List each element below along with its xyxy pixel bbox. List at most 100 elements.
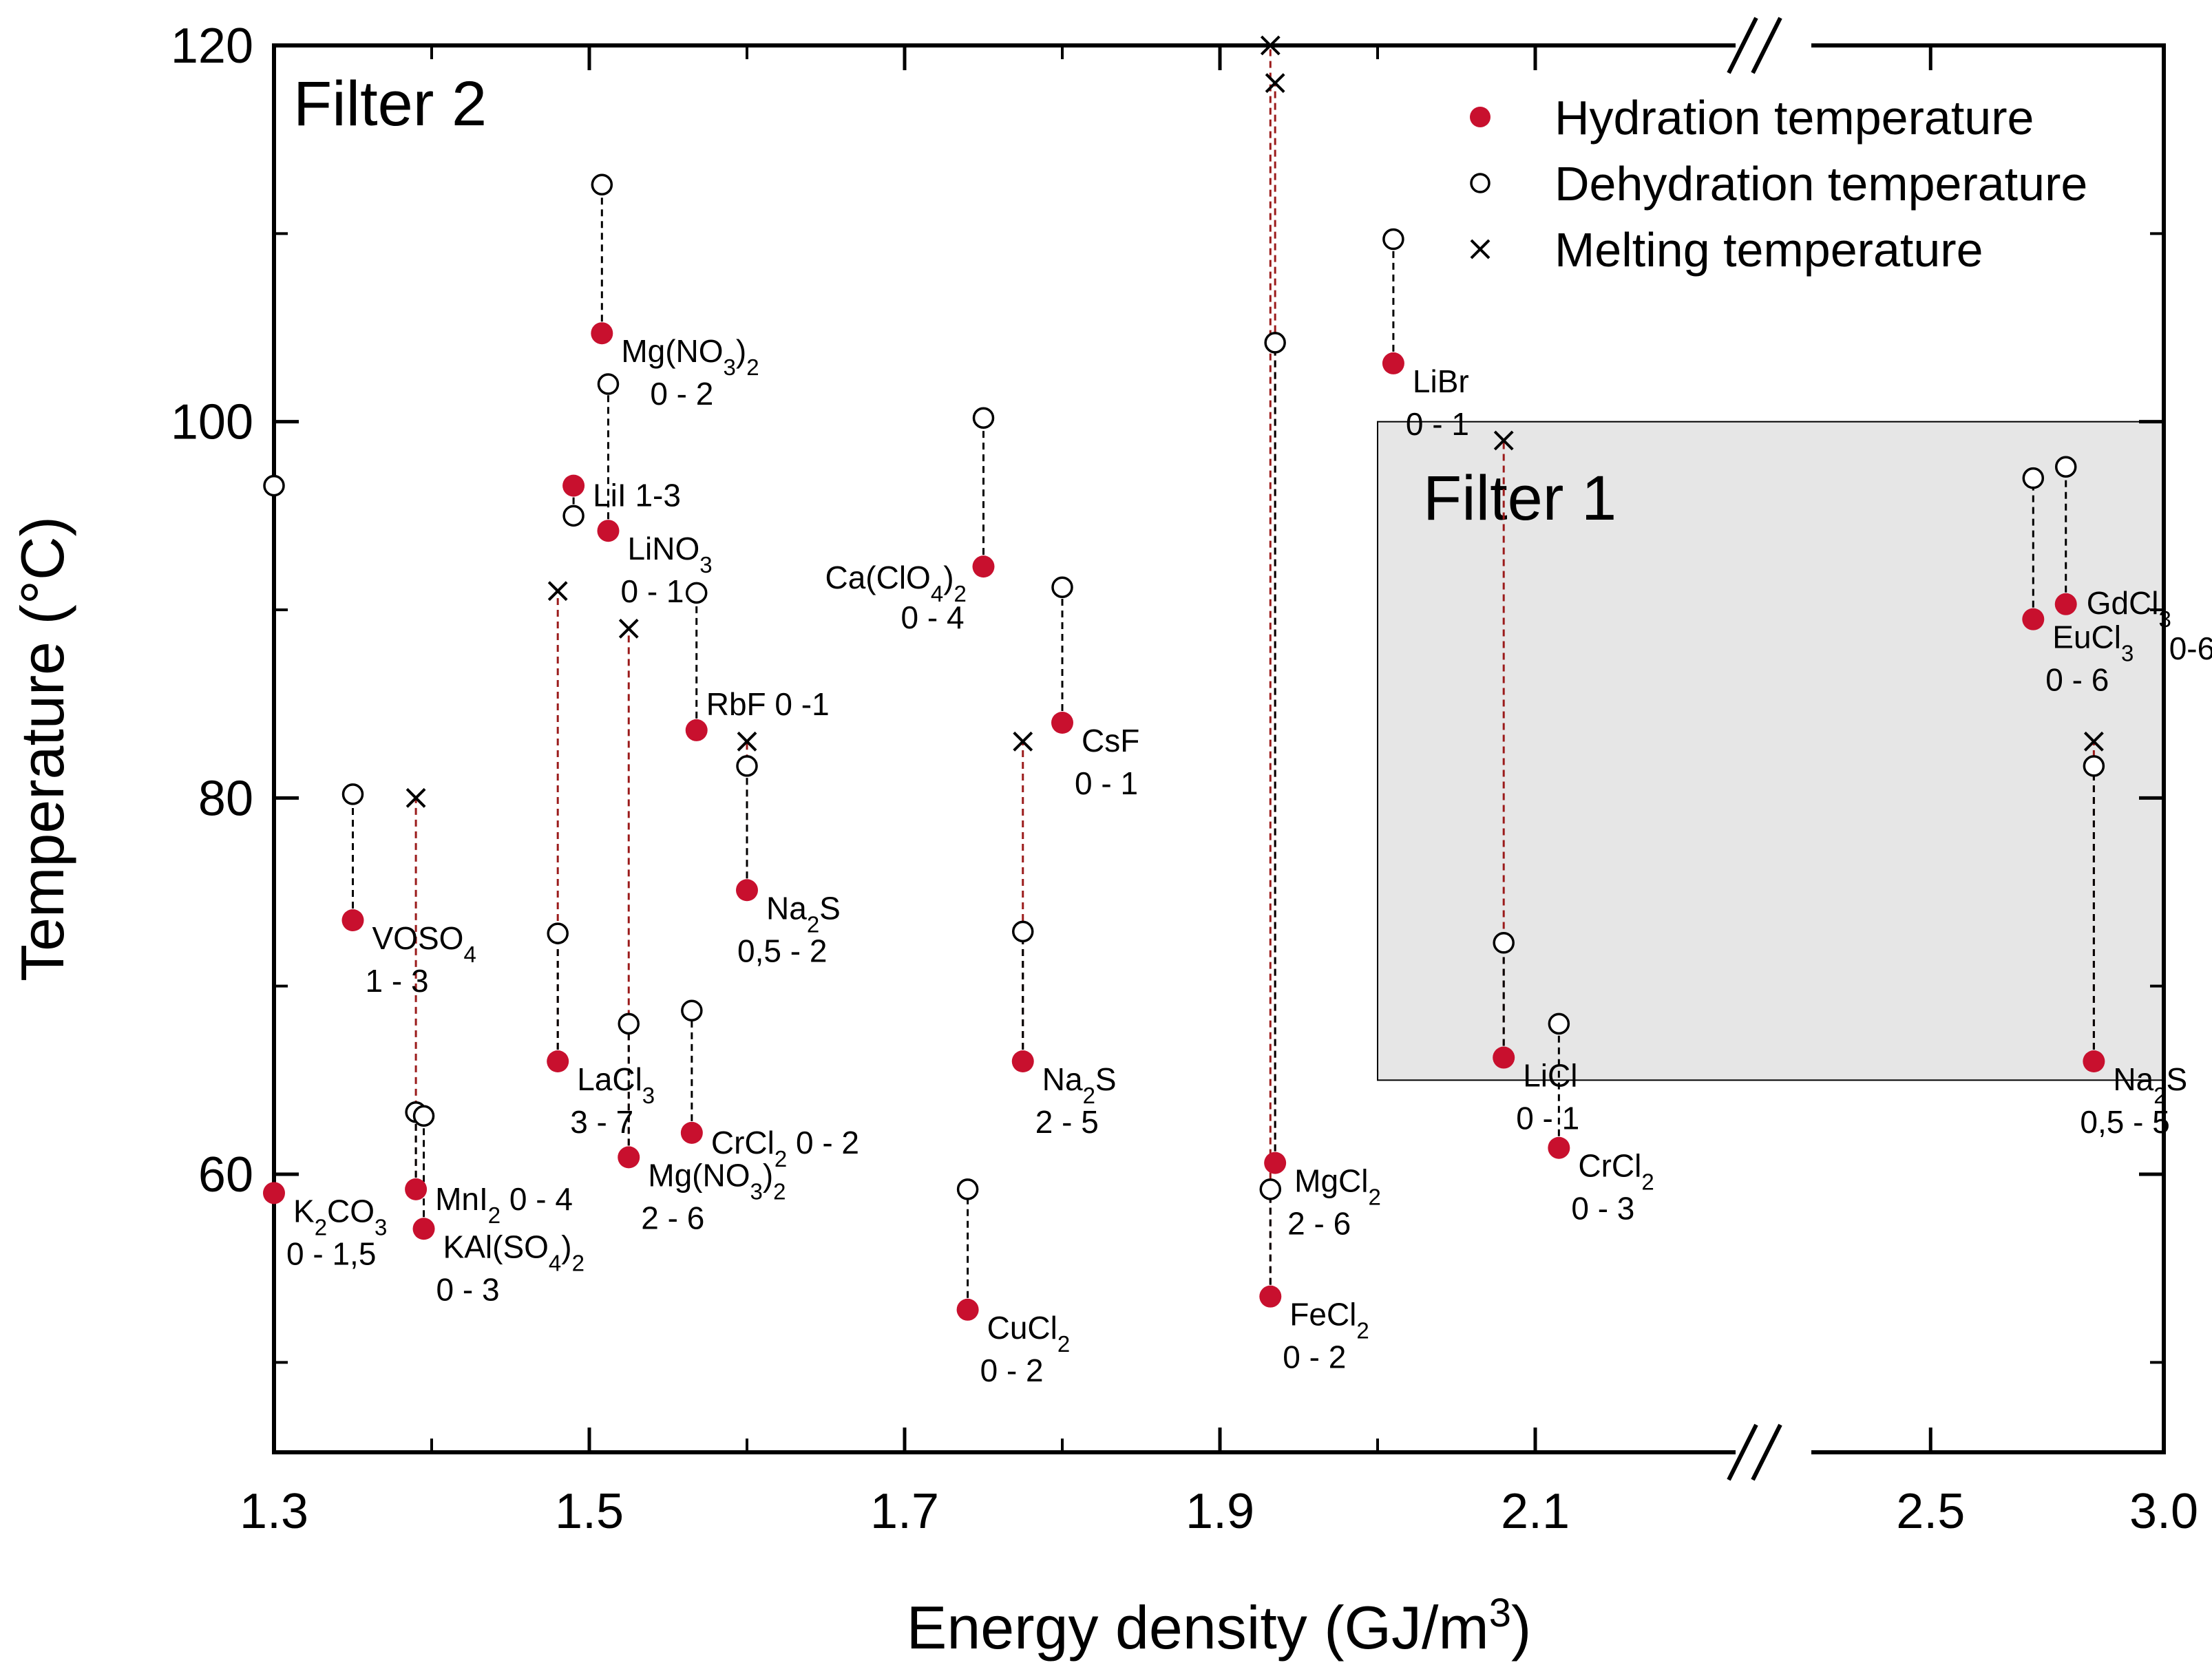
melting-point (547, 581, 568, 602)
salt-range-label: 2 - 6 (641, 1200, 704, 1235)
dehydration-point (1012, 920, 1034, 943)
x-axis-label: Energy density (GJ/m3) (907, 1591, 1532, 1662)
salt-range-label: 3 - 7 (570, 1104, 633, 1140)
dehydration-point (412, 1105, 435, 1127)
dehydration-point (681, 999, 703, 1021)
hydration-point (597, 520, 620, 542)
salt-label: LiBr (1413, 363, 1469, 399)
salt-label: CsF (1082, 723, 1139, 759)
hydration-point (263, 1182, 285, 1205)
x-tick-label: 2.1 (1501, 1484, 1570, 1539)
salt-label: KAl(SO4)2 (443, 1229, 584, 1275)
salt-range-label: 2 - 5 (1035, 1104, 1099, 1140)
dehydration-point (736, 755, 758, 777)
melting-point (1493, 430, 1514, 451)
salt-range-label: 0,5 - 2 (737, 933, 827, 968)
hydration-point (412, 1218, 435, 1240)
salt-range-label: 0 - 1 (1075, 765, 1138, 801)
x-tick-label: 1.5 (555, 1484, 624, 1539)
salt-label: Na2S (1042, 1061, 1117, 1108)
hydration-point (562, 474, 585, 497)
hydration-point (341, 909, 364, 931)
dehydration-point (341, 783, 364, 805)
salt-label: VOSO4 (372, 920, 476, 967)
x-tick-label: 1.7 (870, 1484, 939, 1539)
hydration-point (405, 1178, 428, 1200)
salt-range-label: 0 - 1 (1406, 406, 1469, 442)
hydration-point (2022, 608, 2045, 630)
hydration-point (1259, 1285, 1282, 1308)
dehydration-point (1548, 1012, 1570, 1035)
hydration-point (736, 879, 758, 902)
y-axis-label: Temperature (°C) (8, 516, 76, 982)
hydration-point (1051, 712, 1073, 734)
hydration-point (618, 1146, 640, 1169)
dehydration-point (2022, 467, 2045, 489)
salt-label: LiI 1-3 (593, 478, 681, 513)
dehydration-point (547, 922, 569, 944)
x-tick-label: 3.0 (2129, 1484, 2198, 1539)
axis-break-mark (1751, 1423, 1782, 1481)
legend-marker-melting (1470, 239, 1491, 259)
melting-point (2083, 731, 2104, 752)
axis-break-gap (1736, 37, 1811, 54)
dehydration-point (1493, 932, 1515, 954)
salt-range-label: 1 - 3 (366, 963, 429, 999)
dehydration-point (972, 407, 995, 429)
salt-range-label: 0 - 4 (901, 600, 965, 635)
filter1-label: Filter 1 (1423, 463, 1616, 533)
hydration-point (1011, 1050, 1034, 1072)
hydration-point (2083, 1050, 2105, 1072)
x-tick-label: 1.9 (1186, 1484, 1254, 1539)
melting-point (618, 618, 639, 639)
salt-label: Mg(NO3)2 (648, 1157, 786, 1204)
salt-range-label: 0 - 3 (1571, 1191, 1634, 1227)
hydration-point (1493, 1046, 1515, 1069)
filter2-label: Filter 2 (293, 69, 487, 139)
dehydration-point (685, 582, 708, 604)
legend-item: Dehydration temperature (1470, 157, 2087, 211)
hydration-point (1382, 352, 1404, 374)
salt-range-label: 0 - 6 (2045, 662, 2109, 698)
salt-range-label: 0 - 2 (1283, 1339, 1346, 1375)
dehydration-point (263, 474, 285, 497)
salt-label: CrCl2 0 - 2 (711, 1125, 859, 1171)
y-tick-label: 80 (198, 771, 253, 826)
salt-range-label: 0 - 1 (1516, 1101, 1579, 1136)
melting-point (405, 787, 426, 808)
dehydration-point (591, 173, 613, 196)
legend-marker-hydration (1470, 107, 1491, 127)
dehydration-point (562, 505, 584, 527)
y-tick-label: 100 (171, 395, 253, 450)
legend-label: Hydration temperature (1555, 91, 2034, 145)
hydration-point (972, 555, 995, 578)
salt-label: FeCl2 (1289, 1297, 1369, 1344)
dehydration-point (1051, 576, 1073, 598)
axis-break-mark (1727, 1423, 1758, 1481)
salt-range-label: 2 - 6 (1287, 1206, 1351, 1242)
melting-point (737, 731, 757, 752)
salt-label: Na2S (766, 890, 841, 937)
x-tick-label: 2.5 (1896, 1484, 1965, 1539)
salt-label: RbF 0 -1 (706, 686, 830, 722)
legend-label: Dehydration temperature (1555, 157, 2087, 211)
salt-range-label: 0 - 2 (650, 376, 713, 412)
salt-range-label: 0 - 1,5 (286, 1235, 376, 1271)
hydration-point (956, 1298, 979, 1321)
melting-point (1260, 35, 1281, 56)
hydration-point (1548, 1136, 1570, 1159)
x-tick-label: 1.3 (240, 1484, 308, 1539)
axis-break-gap (1736, 1444, 1811, 1461)
salt-range-label: 0 - 3 (436, 1271, 500, 1307)
salt-range-label: 0 - 1 (620, 573, 684, 609)
y-tick-label: 120 (171, 19, 253, 74)
hydration-point (1264, 1152, 1287, 1174)
y-tick-label: 60 (198, 1147, 253, 1202)
axis-break-mark (1751, 17, 1782, 74)
legend-marker-dehydration (1470, 173, 1491, 193)
salt-label: LiCl (1523, 1058, 1577, 1094)
dehydration-point (2083, 755, 2105, 777)
salt-label: Mg(NO3)2 (621, 333, 759, 380)
dehydration-point (2054, 456, 2077, 478)
axis-break-mark (1727, 17, 1758, 74)
